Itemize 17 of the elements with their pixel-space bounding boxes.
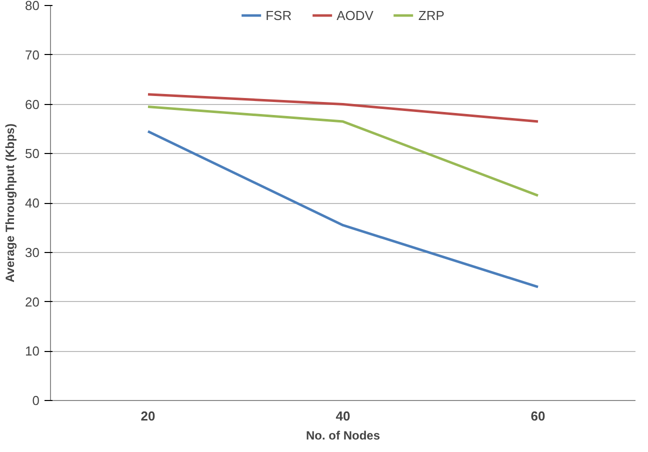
x-tick-label: 60	[530, 408, 546, 424]
y-tick-label: 30	[25, 244, 40, 260]
y-tick-label: 40	[25, 196, 40, 210]
y-axis-title: Average Throughput (Kbps)	[3, 124, 18, 282]
legend-label: ZRP	[418, 8, 444, 22]
x-tick-label: 40	[336, 408, 350, 424]
x-tick-label: 20	[140, 408, 156, 424]
y-tick-label: 20	[25, 294, 40, 310]
y-tick-label: 10	[25, 344, 40, 359]
y-tick-label: 50	[25, 146, 40, 162]
y-tick-label: 60	[25, 96, 40, 112]
legend-label: AODV	[336, 8, 374, 22]
legend-label: FSR	[266, 8, 292, 22]
y-tick-label: 0	[32, 393, 40, 408]
x-axis-title: No. of Nodes	[306, 428, 380, 442]
y-tick-label: 80	[25, 0, 40, 13]
y-tick-label: 70	[25, 47, 40, 62]
